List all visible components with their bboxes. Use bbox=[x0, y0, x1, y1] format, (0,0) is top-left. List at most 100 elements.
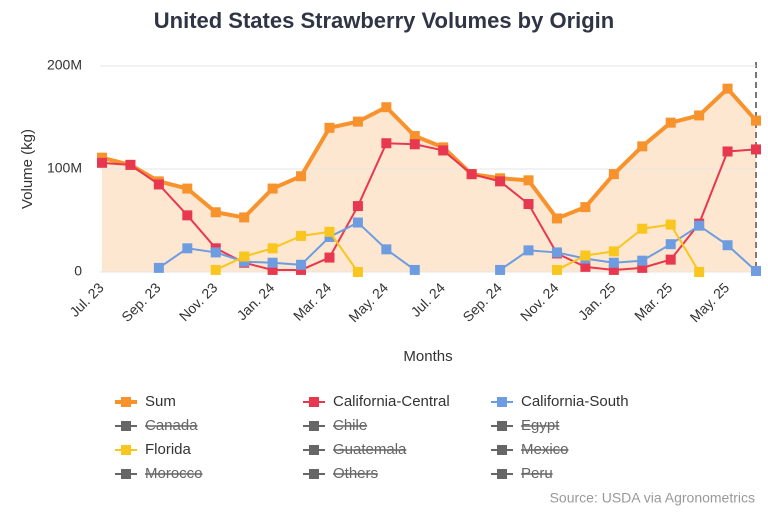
point bbox=[722, 240, 733, 251]
point bbox=[751, 265, 761, 276]
point bbox=[580, 261, 591, 272]
point bbox=[694, 110, 705, 121]
point bbox=[97, 157, 107, 168]
x-tick-label: Jul. 24 bbox=[407, 279, 448, 320]
point bbox=[409, 131, 420, 142]
y-tick-label: 100M bbox=[47, 160, 82, 176]
point bbox=[352, 116, 363, 127]
point bbox=[551, 213, 562, 224]
point bbox=[210, 207, 221, 218]
x-axis-label: Months bbox=[403, 348, 452, 365]
point bbox=[352, 201, 363, 212]
point bbox=[466, 169, 477, 180]
point bbox=[125, 159, 136, 170]
point bbox=[694, 220, 705, 231]
point bbox=[352, 267, 363, 277]
point bbox=[239, 212, 250, 223]
point bbox=[523, 199, 534, 210]
point bbox=[267, 257, 278, 268]
x-tick-label: Jul. 23 bbox=[66, 279, 107, 320]
x-tick-label: Sep. 24 bbox=[459, 279, 505, 325]
point bbox=[580, 250, 591, 261]
source: Source: USDA via Agronometrics bbox=[550, 490, 755, 506]
point bbox=[694, 267, 705, 277]
point bbox=[523, 245, 534, 256]
point bbox=[296, 230, 307, 241]
point bbox=[580, 202, 591, 213]
point bbox=[608, 246, 619, 257]
point bbox=[324, 122, 335, 133]
point bbox=[267, 264, 278, 275]
y-axis-label: Volume (kg) bbox=[19, 129, 36, 209]
point bbox=[608, 169, 619, 180]
point bbox=[239, 256, 250, 267]
x-tick-label: Sep. 23 bbox=[118, 279, 164, 325]
x-tick-label: Mar. 25 bbox=[631, 279, 675, 323]
point bbox=[637, 255, 648, 266]
point bbox=[296, 171, 307, 182]
point bbox=[352, 217, 363, 228]
point bbox=[210, 247, 221, 258]
point bbox=[182, 210, 193, 221]
point bbox=[551, 264, 562, 275]
point bbox=[722, 146, 733, 157]
point bbox=[722, 83, 733, 94]
point bbox=[665, 239, 676, 250]
y-tick-label: 0 bbox=[74, 263, 82, 279]
legend-marker bbox=[497, 421, 507, 431]
point bbox=[637, 262, 648, 273]
y-tick-label: 200M bbox=[47, 57, 82, 73]
point bbox=[381, 244, 392, 255]
point bbox=[438, 145, 449, 156]
point bbox=[153, 179, 164, 190]
point bbox=[324, 231, 335, 242]
point bbox=[182, 183, 193, 194]
point bbox=[665, 254, 676, 265]
point bbox=[324, 226, 335, 237]
point bbox=[324, 252, 335, 263]
legend-marker bbox=[309, 469, 319, 479]
legend-marker bbox=[497, 397, 507, 407]
legend-marker bbox=[309, 397, 319, 407]
point bbox=[551, 247, 562, 258]
point bbox=[495, 176, 506, 187]
x-tick-label: Nov. 23 bbox=[176, 279, 221, 324]
point bbox=[267, 243, 278, 254]
point bbox=[210, 264, 221, 275]
legend-label: California-Central bbox=[333, 393, 450, 410]
point bbox=[495, 264, 506, 275]
point bbox=[665, 219, 676, 230]
point bbox=[239, 251, 250, 262]
x-tick-label: Jan. 25 bbox=[575, 279, 619, 323]
point bbox=[381, 102, 392, 113]
point bbox=[409, 264, 420, 275]
point bbox=[637, 141, 648, 152]
x-tick-label: Nov. 24 bbox=[517, 279, 562, 324]
chart-title: United States Strawberry Volumes by Orig… bbox=[154, 8, 615, 33]
legend-marker bbox=[121, 397, 131, 407]
legend-label: Sum bbox=[145, 393, 176, 410]
legend-marker bbox=[121, 421, 131, 431]
point bbox=[751, 144, 761, 155]
point bbox=[637, 223, 648, 234]
x-tick-label: May. 24 bbox=[345, 279, 391, 325]
legend-marker bbox=[497, 445, 507, 455]
x-tick-label: Mar. 24 bbox=[290, 279, 334, 323]
legend-label: Florida bbox=[145, 441, 192, 458]
point bbox=[296, 264, 307, 275]
point bbox=[296, 259, 307, 270]
legend-marker bbox=[309, 445, 319, 455]
legend-label: California-South bbox=[521, 393, 629, 410]
point bbox=[97, 152, 107, 163]
point bbox=[608, 264, 619, 275]
point bbox=[523, 175, 534, 186]
legend-marker bbox=[121, 445, 131, 455]
series-line bbox=[158, 221, 757, 272]
point bbox=[153, 262, 164, 273]
point bbox=[608, 257, 619, 268]
point bbox=[182, 243, 193, 254]
legend-marker bbox=[497, 469, 507, 479]
point bbox=[409, 139, 420, 150]
x-tick-label: May. 25 bbox=[687, 279, 733, 325]
